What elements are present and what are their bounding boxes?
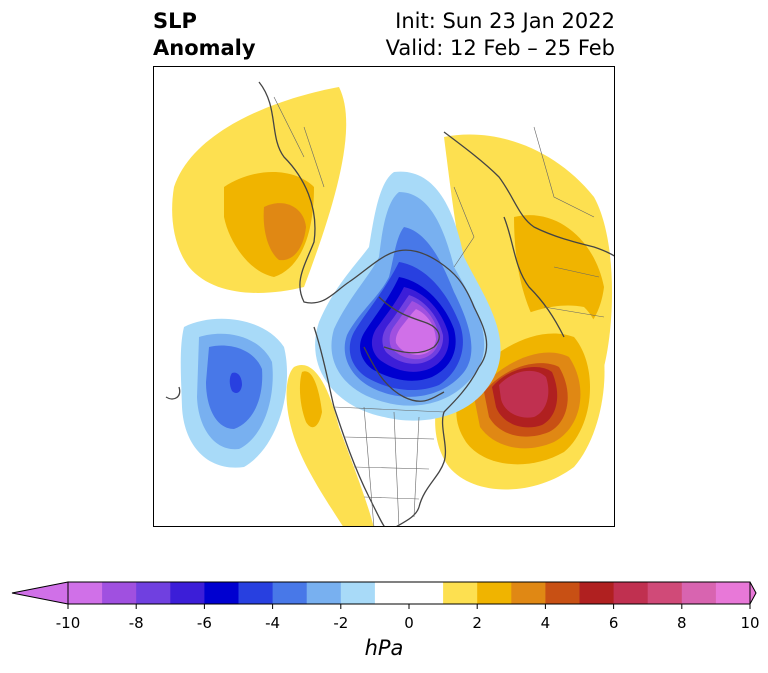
init-date: Init: Sun 23 Jan 2022 (395, 9, 615, 33)
colorbar-cell (477, 582, 512, 604)
colorbar-cell (409, 582, 444, 604)
colorbar (11, 581, 757, 609)
colorbar-cell (136, 582, 171, 604)
colorbar-cell (545, 582, 580, 604)
colorbar-tick-label: -2 (333, 614, 349, 632)
colorbar-tick-label: -6 (196, 614, 212, 632)
colorbar-cell (170, 582, 205, 604)
colorbar-tick-label: 2 (472, 614, 482, 632)
colorbar-cell (68, 582, 103, 604)
coastlines (165, 81, 614, 526)
colorbar-cell (443, 582, 478, 604)
valid-period: Valid: 12 Feb – 25 Feb (385, 36, 615, 60)
title-right: Init: Sun 23 Jan 2022 Valid: 12 Feb – 25… (386, 8, 615, 62)
colorbar-cell (102, 582, 137, 604)
western-us-high-anomaly (286, 365, 374, 526)
political-borders (273, 96, 605, 526)
title-field: Anomaly (153, 36, 256, 60)
colorbar-cell (511, 582, 546, 604)
colorbar-frame (67, 581, 751, 605)
map-panel (153, 66, 615, 527)
colorbar-tick-label: 10 (740, 614, 760, 632)
colorbar-cell (306, 582, 342, 604)
colorbar-cell (204, 582, 239, 604)
colorbar-cell (681, 582, 717, 604)
colorbar-extend-max (749, 581, 757, 605)
title-left: SLP Anomaly (153, 8, 256, 62)
colorbar-cell (374, 582, 410, 604)
anomaly-map (165, 81, 614, 526)
colorbar-tick-label: 6 (608, 614, 619, 632)
north-pacific-low-anomaly (180, 318, 288, 468)
colorbar-tick-label: 8 (677, 614, 687, 632)
colorbar-extend-min (11, 581, 69, 605)
arctic-low-anomaly (315, 171, 501, 421)
colorbar-cell (647, 582, 683, 604)
colorbar-cell (715, 582, 751, 604)
colorbar-tick-label: 4 (540, 614, 551, 632)
colorbar-cell (238, 582, 274, 604)
colorbar-tick-label: 0 (404, 614, 414, 632)
colorbar-tick-label: -4 (265, 614, 281, 632)
colorbar-unit: hPa (364, 636, 404, 660)
siberia-high-anomaly (172, 87, 347, 293)
colorbar-cell (340, 582, 376, 604)
colorbar-tick-label: -10 (55, 614, 81, 632)
colorbar-tick-label: -8 (128, 614, 144, 632)
colorbar-cell (579, 582, 615, 604)
colorbar-cell (272, 582, 308, 604)
colorbar-cell (613, 582, 649, 604)
title-variable: SLP (153, 9, 197, 33)
